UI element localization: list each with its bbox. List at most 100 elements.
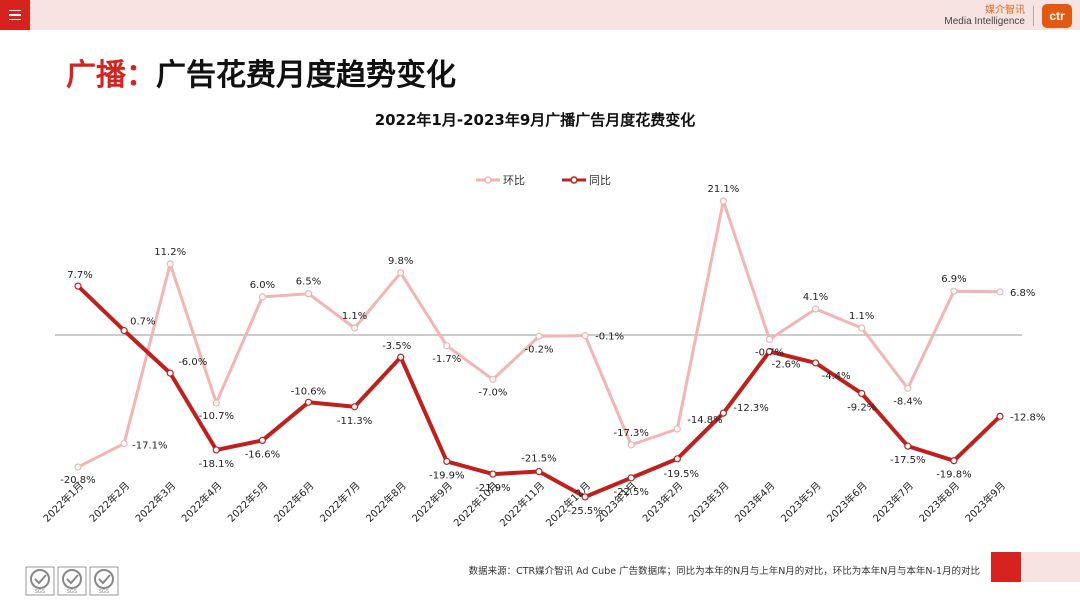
- data-label: -3.5%: [382, 341, 411, 352]
- top-bar: [0, 0, 1080, 30]
- data-label: -0.1%: [595, 332, 624, 343]
- data-label: 21.1%: [708, 184, 740, 195]
- data-label: 0.7%: [130, 317, 155, 328]
- data-point: [765, 335, 774, 344]
- data-point: [811, 359, 820, 367]
- x-tick-label: 2023年9月: [962, 479, 1008, 525]
- data-source-note: 数据来源：CTR媒介智讯 Ad Cube 广告数据库；同比为本年的N月与上年N月…: [468, 566, 980, 577]
- cert-label: SGS: [67, 589, 77, 595]
- data-point: [581, 332, 589, 340]
- data-point: [166, 260, 174, 268]
- data-point: [397, 353, 405, 361]
- data-label: -21.9%: [475, 483, 510, 494]
- sgs-cert-icon: SGS: [57, 566, 87, 596]
- data-point: [673, 425, 681, 433]
- data-label: -4.4%: [822, 371, 851, 382]
- x-tick-label: 2022年5月: [225, 479, 271, 525]
- data-label: -17.3%: [614, 428, 649, 439]
- data-label: -18.1%: [199, 459, 234, 470]
- data-label: -19.9%: [429, 470, 464, 481]
- x-tick-label: 2023年7月: [870, 479, 916, 525]
- data-point: [397, 269, 405, 277]
- cert-label: SGS: [35, 589, 45, 595]
- menu-button[interactable]: [0, 0, 30, 30]
- data-point: [443, 342, 451, 350]
- data-label: -8.4%: [893, 396, 922, 407]
- data-label: -20.8%: [60, 475, 95, 486]
- data-label: -25.5%: [567, 506, 602, 517]
- data-point: [719, 409, 728, 417]
- data-point: [996, 288, 1004, 296]
- data-label: 6.8%: [1010, 288, 1035, 299]
- data-label: -19.8%: [936, 470, 971, 481]
- data-label: -22.5%: [614, 487, 649, 498]
- x-tick-label: 2022年6月: [271, 479, 317, 525]
- data-label: -16.6%: [245, 449, 280, 460]
- legend-marker-0: [484, 176, 492, 184]
- chart-title: 2022年1月-2023年9月广播广告月度花费变化: [374, 111, 696, 129]
- data-point: [120, 326, 128, 335]
- sgs-cert-icon: SGS: [89, 566, 119, 596]
- legend-marker-1: [570, 176, 578, 184]
- footer-pink-block: [1021, 552, 1080, 582]
- x-tick-label: 2022年8月: [363, 479, 409, 525]
- menu-icon-line: [9, 18, 21, 21]
- ctr-logo: 媒介智讯 Media Intelligence ctr: [944, 4, 1072, 28]
- data-point: [120, 439, 128, 448]
- x-tick-label: 2023年8月: [916, 479, 962, 525]
- logo-cn-text: 媒介智讯: [985, 5, 1025, 16]
- page-title-accent: 广播：: [66, 58, 156, 93]
- data-label: -2.6%: [772, 360, 801, 371]
- data-point: [904, 384, 912, 392]
- data-point: [950, 457, 958, 465]
- data-label: 9.8%: [388, 256, 413, 267]
- x-tick-label: 2023年5月: [778, 479, 824, 525]
- data-point: [858, 324, 866, 332]
- x-tick-label: 2023年2月: [640, 479, 686, 525]
- data-label: -21.5%: [521, 454, 556, 465]
- menu-icon-line: [9, 9, 21, 12]
- line-chart: 环比 同比 -20.8% -17.1% 11.2% -10.7% 6.0% 6.5% 1.1% 9…: [40, 174, 1045, 529]
- data-label: -10.6%: [291, 386, 326, 397]
- data-label: -6.0%: [178, 357, 207, 368]
- data-point: [581, 493, 589, 501]
- data-point: [489, 375, 497, 384]
- data-label: 4.1%: [803, 292, 828, 303]
- data-point: [74, 282, 82, 290]
- data-point: [212, 446, 220, 454]
- data-point: [535, 332, 543, 340]
- data-label: 7.7%: [67, 270, 92, 281]
- data-point: [304, 398, 313, 406]
- data-label: 11.2%: [154, 247, 186, 258]
- footer-red-block: [991, 552, 1021, 582]
- x-tick-label: 2022年3月: [132, 479, 178, 525]
- data-point: [212, 399, 220, 407]
- cert-label: SGS: [99, 589, 109, 595]
- legend-label-1: 同比: [589, 174, 611, 187]
- data-point: [351, 403, 359, 411]
- data-label: -19.5%: [664, 469, 699, 480]
- data-point: [74, 463, 82, 471]
- data-label: -10.7%: [199, 411, 234, 422]
- data-label: -1.7%: [432, 354, 461, 365]
- data-point: [950, 287, 958, 295]
- data-label: -0.7%: [755, 347, 784, 358]
- legend-label-0: 环比: [503, 174, 525, 187]
- data-point: [258, 293, 266, 301]
- data-point: [351, 324, 359, 332]
- data-label: -9.2%: [847, 402, 876, 413]
- data-label: 1.1%: [342, 311, 367, 322]
- logo-en-text: Media Intelligence: [944, 16, 1025, 27]
- x-tick-label: 2023年3月: [686, 479, 732, 525]
- data-label: -12.8%: [1010, 412, 1045, 423]
- data-point: [443, 457, 451, 465]
- data-label: -0.2%: [524, 344, 553, 355]
- data-point: [304, 290, 313, 298]
- data-point: [627, 441, 635, 449]
- x-tick-label: 2022年4月: [179, 479, 225, 525]
- data-point: [858, 389, 866, 398]
- data-label: 6.0%: [250, 280, 275, 291]
- ctr-logo-icon: ctr: [1042, 4, 1072, 28]
- menu-icon-line: [9, 14, 21, 16]
- data-label: -11.3%: [337, 416, 372, 427]
